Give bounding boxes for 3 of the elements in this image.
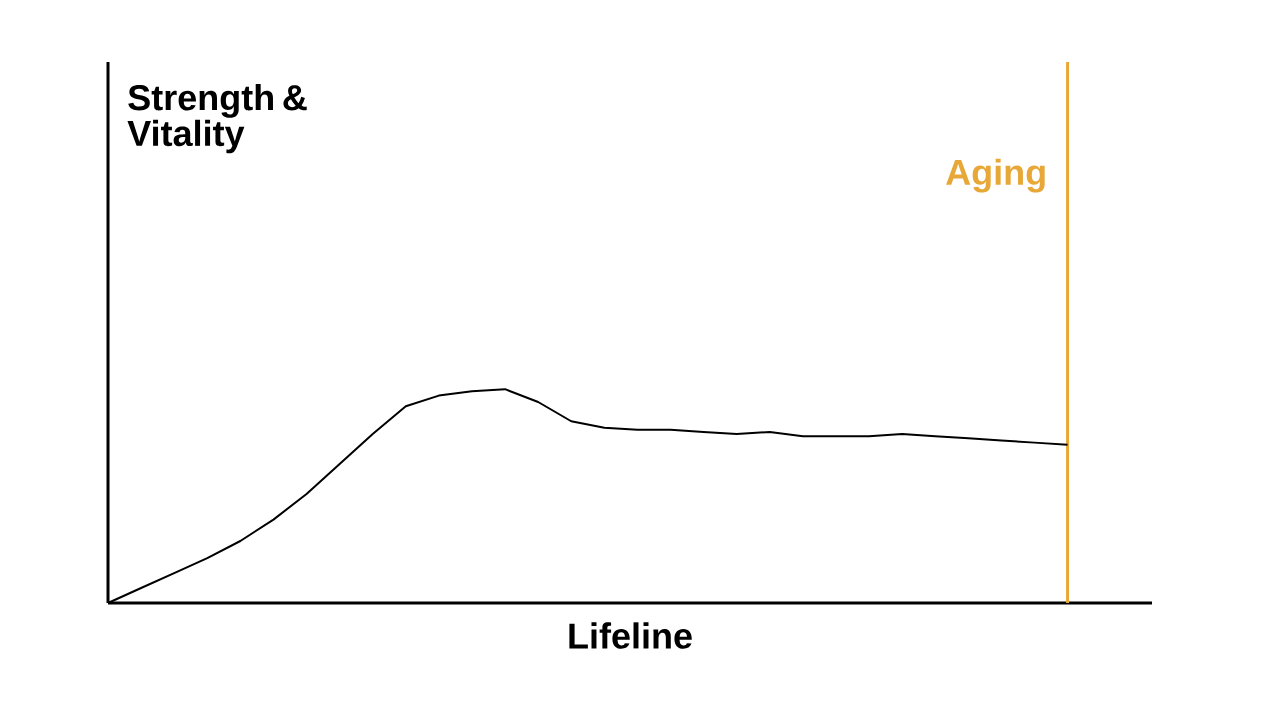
text: Strength & Vitality <box>127 84 307 154</box>
text: Aging <box>946 158 1045 193</box>
x-axis-title: Lifeline <box>569 622 692 649</box>
